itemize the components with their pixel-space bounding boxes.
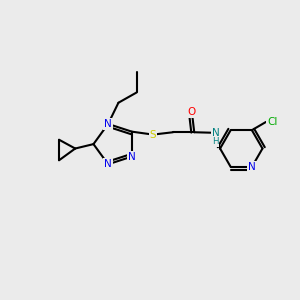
- Text: Cl: Cl: [267, 117, 278, 127]
- Text: O: O: [188, 107, 196, 117]
- Text: N: N: [212, 128, 219, 138]
- Text: H: H: [212, 137, 219, 146]
- Text: N: N: [104, 159, 112, 169]
- Text: N: N: [104, 119, 112, 129]
- Text: N: N: [128, 152, 136, 162]
- Text: N: N: [248, 162, 256, 172]
- Text: S: S: [150, 130, 156, 140]
